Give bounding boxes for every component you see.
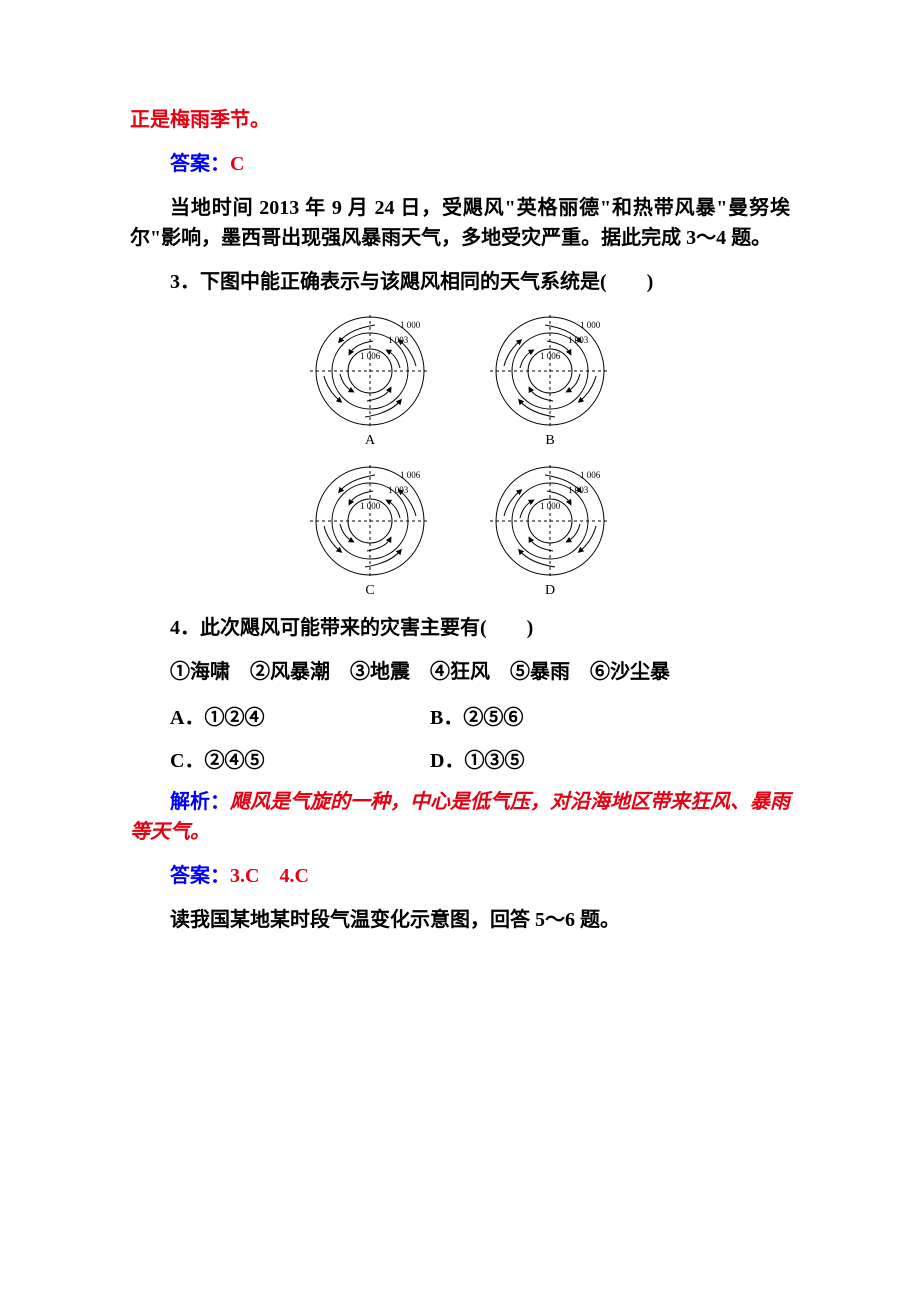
diagram-label-c: C xyxy=(365,583,374,599)
diagram-label-a: A xyxy=(365,433,375,449)
answer-value-2: 3.C 4.C xyxy=(230,865,309,887)
answer-line-1: 答案：C xyxy=(130,149,790,179)
answer-line-2: 答案：3.C 4.C xyxy=(130,861,790,891)
diagram-b: 1 000 1 003 1 006 B xyxy=(480,311,620,449)
isobar-label: 1 006 xyxy=(580,470,601,480)
next-passage: 读我国某地某时段气温变化示意图，回答 5〜6 题。 xyxy=(130,905,790,935)
analysis-line: 解析：飓风是气旋的一种，中心是低气压，对沿海地区带来狂风、暴雨等天气。 xyxy=(130,787,790,847)
diagram-figure: 1 000 1 003 1 006 A xyxy=(130,311,790,599)
diagram-d-svg: 1 006 1 003 1 000 xyxy=(480,461,620,581)
isobar-label: 1 003 xyxy=(388,485,409,495)
answer-value: C xyxy=(230,153,244,175)
question-3: 3．下图中能正确表示与该飓风相同的天气系统是( ) xyxy=(130,267,790,297)
diagram-c-svg: 1 006 1 003 1 000 xyxy=(300,461,440,581)
option-c: C．②④⑤ xyxy=(170,744,430,773)
option-d: D．①③⑤ xyxy=(430,744,524,773)
isobar-label: 1 000 xyxy=(360,501,381,511)
isobar-label: 1 000 xyxy=(580,320,601,330)
isobar-label: 1 000 xyxy=(540,501,561,511)
analysis-label: 解析： xyxy=(170,791,230,813)
diagram-a-svg: 1 000 1 003 1 006 xyxy=(300,311,440,431)
continuation-text: 正是梅雨季节。 xyxy=(130,105,790,135)
question-4: 4．此次飓风可能带来的灾害主要有( ) xyxy=(130,613,790,643)
isobar-label: 1 006 xyxy=(360,351,381,361)
diagram-b-svg: 1 000 1 003 1 006 xyxy=(480,311,620,431)
diagram-label-d: D xyxy=(545,583,555,599)
isobar-label: 1 003 xyxy=(388,335,409,345)
option-b: B．②⑤⑥ xyxy=(430,701,523,730)
question-4-choices: ①海啸 ②风暴潮 ③地震 ④狂风 ⑤暴雨 ⑥沙尘暴 xyxy=(130,657,790,687)
diagram-grid: 1 000 1 003 1 006 A xyxy=(300,311,620,599)
diagram-d: 1 006 1 003 1 000 D xyxy=(480,461,620,599)
isobar-label: 1 003 xyxy=(568,485,589,495)
passage-text: 当地时间 2013 年 9 月 24 日，受飓风"英格丽德"和热带风暴"曼努埃尔… xyxy=(130,193,790,253)
isobar-label: 1 003 xyxy=(568,335,589,345)
answer-label: 答案： xyxy=(170,153,230,175)
option-a: A．①②④ xyxy=(170,701,430,730)
isobar-label: 1 006 xyxy=(400,470,421,480)
answer-label-2: 答案： xyxy=(170,865,230,887)
isobar-label: 1 000 xyxy=(400,320,421,330)
diagram-c: 1 006 1 003 1 000 C xyxy=(300,461,440,599)
diagram-label-b: B xyxy=(545,433,554,449)
diagram-a: 1 000 1 003 1 006 A xyxy=(300,311,440,449)
isobar-label: 1 006 xyxy=(540,351,561,361)
